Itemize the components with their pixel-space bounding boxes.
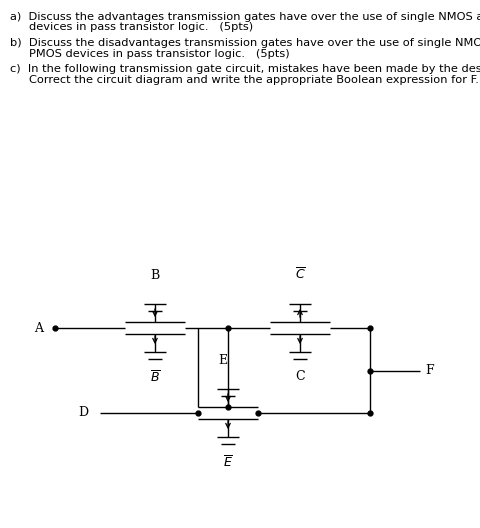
Text: $\overline{E}$: $\overline{E}$ [223, 455, 233, 470]
Text: Correct the circuit diagram and write the appropriate Boolean expression for F. : Correct the circuit diagram and write th… [29, 75, 480, 85]
Text: PMOS devices in pass transistor logic.   (5pts): PMOS devices in pass transistor logic. (… [29, 49, 289, 59]
Text: D: D [78, 407, 88, 420]
Text: devices in pass transistor logic.   (5pts): devices in pass transistor logic. (5pts) [29, 22, 253, 32]
Text: F: F [425, 364, 433, 377]
Text: a)  Discuss the advantages transmission gates have over the use of single NMOS a: a) Discuss the advantages transmission g… [10, 12, 480, 22]
Text: b)  Discuss the disadvantages transmission gates have over the use of single NMO: b) Discuss the disadvantages transmissio… [10, 38, 480, 48]
Text: $\overline{C}$: $\overline{C}$ [295, 267, 305, 282]
Text: B: B [150, 269, 160, 282]
Text: E: E [218, 354, 228, 367]
Text: c)  In the following transmission gate circuit, mistakes have been made by the d: c) In the following transmission gate ci… [10, 64, 480, 74]
Text: C: C [295, 370, 305, 383]
Text: $\overline{B}$: $\overline{B}$ [150, 370, 160, 385]
Text: A: A [34, 322, 43, 335]
